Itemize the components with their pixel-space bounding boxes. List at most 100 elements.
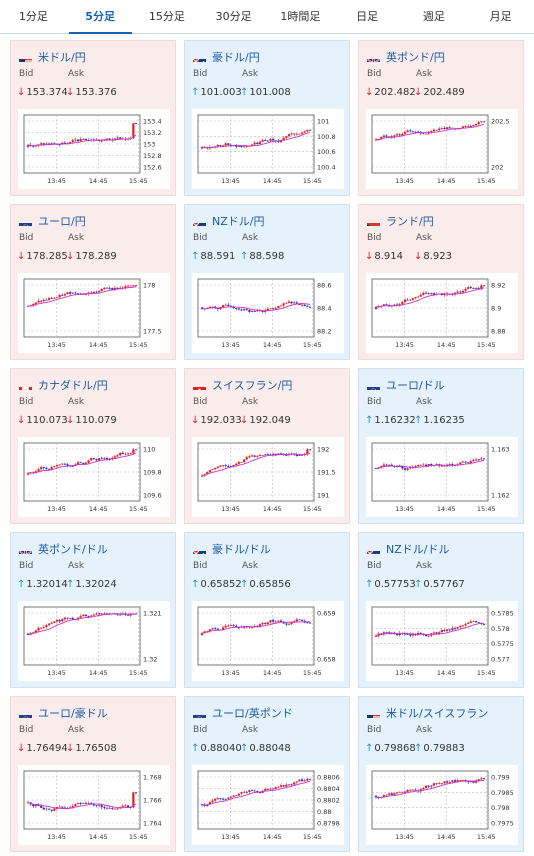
mini-candlestick-chart[interactable]: 1.163 1.162 13:45 14:45 15:45 — [366, 437, 518, 517]
bid-label: Bid — [193, 233, 208, 243]
card-header: ユーロ/豪ドル — [19, 705, 108, 721]
candle-body — [84, 462, 88, 465]
mini-candlestick-chart[interactable]: 1.321 1.32 13:45 14:45 15:45 — [18, 601, 170, 681]
currency-card[interactable]: 米ドル/円 Bid Ask ↓153.374 ↓153.376 153.4 153… — [10, 40, 176, 196]
arrow-down-icon: ↓ — [66, 743, 75, 754]
ask-value: ↑0.88048 — [240, 743, 291, 754]
currency-card[interactable]: ユーロ/円 Bid Ask ↓178.285 ↓178.289 178 177.5… — [10, 204, 176, 360]
candle-body — [443, 465, 446, 467]
currency-pair-name[interactable]: カナダドル/円 — [38, 379, 108, 392]
currency-pair-name[interactable]: ユーロ/円 — [38, 215, 86, 228]
candle-body — [34, 302, 38, 305]
currency-card[interactable]: 英ポンド/ドル Bid Ask ↑1.32014 ↑1.32024 1.321 1… — [10, 532, 176, 688]
tab-5[interactable]: 日足 — [356, 10, 379, 23]
mini-candlestick-chart[interactable]: 153.4 153.2 153 152.8 152.6 13:45 14:45 15:45 — [18, 109, 170, 189]
candle-body — [419, 632, 422, 634]
tab-6[interactable]: 週足 — [422, 10, 445, 23]
mini-candlestick-chart[interactable]: 192 191.5 191 13:45 14:45 15:45 — [192, 437, 344, 517]
currency-pair-name[interactable]: 英ポンド/円 — [386, 51, 445, 64]
candle-body — [427, 132, 430, 134]
mini-candlestick-chart[interactable]: 8.92 8.9 8.88 13:45 14:45 15:45 — [366, 273, 518, 353]
candle-body — [227, 797, 230, 799]
currency-card[interactable]: カナダドル/円 Bid Ask ↓110.073 ↓110.079 110 109… — [10, 368, 176, 524]
ask-label: Ask — [242, 725, 259, 735]
candle-body — [300, 304, 304, 306]
candle-body — [214, 467, 217, 470]
bid-value: ↑0.88040 — [191, 743, 242, 754]
tab-1[interactable]: 5分足 — [67, 0, 134, 34]
tab-2[interactable]: 15分足 — [148, 10, 185, 23]
tab-7[interactable]: 月足 — [489, 10, 512, 23]
arrow-down-icon: ↓ — [17, 87, 26, 98]
arrow-up-icon: ↑ — [365, 579, 374, 590]
currency-pair-name[interactable]: NZドル/ドル — [386, 543, 450, 556]
candle-body — [482, 458, 486, 460]
currency-pair-name[interactable]: 米ドル/スイスフラン — [386, 707, 489, 720]
currency-card[interactable]: 米ドル/スイスフラン Bid Ask ↑0.79868 ↑0.79883 0.7… — [358, 696, 524, 852]
candle-body — [459, 780, 462, 781]
currency-card[interactable]: NZドル/ドル Bid Ask ↑0.57753 ↑0.57767 0.5785… — [358, 532, 524, 688]
bid-value: ↓192.033 — [191, 415, 242, 426]
candle-body — [206, 472, 209, 475]
candle-body — [237, 627, 240, 629]
candle-body — [250, 627, 254, 628]
mini-candlestick-chart[interactable]: 1.768 1.766 1.764 13:45 14:45 15:45 — [18, 765, 170, 845]
candle-body — [240, 461, 243, 463]
candle-body — [472, 125, 475, 127]
candle-body — [37, 628, 40, 631]
currency-card[interactable]: NZドル/円 Bid Ask ↑88.591 ↑88.598 88.6 88.4 8… — [184, 204, 350, 360]
candle-body — [427, 635, 430, 637]
mini-candlestick-chart[interactable]: 0.5785 0.578 0.5775 0.577 13:45 14:45 15:45 — [366, 601, 518, 681]
candle-body — [266, 140, 269, 142]
currency-pair-name[interactable]: ユーロ/英ポンド — [212, 707, 293, 720]
mini-candlestick-chart[interactable]: 0.8806 0.8804 0.8802 0.88 0.8798 13:45 14:45 15… — [192, 765, 344, 845]
currency-pair-name[interactable]: NZドル/円 — [212, 215, 265, 228]
currency-pair-name[interactable]: 英ポンド/ドル — [38, 543, 108, 556]
candle-body — [126, 805, 130, 807]
tab-4[interactable]: 1時間足 — [280, 10, 321, 23]
currency-card[interactable]: ランド/円 Bid Ask ↓8.914 ↓8.923 8.92 8.9 8.88 1… — [358, 204, 524, 360]
currency-pair-name[interactable]: 豪ドル/ドル — [212, 543, 271, 556]
candle-body — [92, 803, 95, 806]
candle-body — [401, 302, 404, 305]
x-tick-label: 13:45 — [221, 177, 240, 185]
candle-body — [134, 285, 138, 287]
currency-pair-name[interactable]: ユーロ/ドル — [386, 379, 445, 392]
mini-candlestick-chart[interactable]: 110 109.8 109.6 13:45 14:45 15:45 — [18, 437, 170, 517]
currency-card[interactable]: 豪ドル/ドル Bid Ask ↑0.65852 ↑0.65856 0.659 0.… — [184, 532, 350, 688]
arrow-down-icon: ↓ — [365, 87, 374, 98]
mini-candlestick-chart[interactable]: 88.6 88.4 88.2 13:45 14:45 15:45 — [192, 273, 344, 353]
tab-3[interactable]: 30分足 — [215, 10, 252, 23]
candle-body — [116, 808, 119, 810]
currency-card[interactable]: ユーロ/英ポンド Bid Ask ↑0.88040 ↑0.88048 0.880… — [184, 696, 350, 852]
mini-candlestick-chart[interactable]: 178 177.5 13:45 14:45 15:45 — [18, 273, 170, 353]
currency-pair-name[interactable]: 米ドル/円 — [38, 51, 86, 64]
currency-pair-name[interactable]: ランド/円 — [386, 215, 434, 228]
chart-svg: 1.163 1.162 13:45 14:45 15:45 — [371, 442, 510, 513]
currency-card[interactable]: ユーロ/豪ドル Bid Ask ↓1.76494 ↓1.76508 1.768 1… — [10, 696, 176, 852]
mini-candlestick-chart[interactable]: 0.799 0.7985 0.798 0.7975 13:45 14:45 15:45 — [366, 765, 518, 845]
currency-pair-name[interactable]: 豪ドル/円 — [212, 51, 260, 64]
mini-candlestick-chart[interactable]: 202.5 202 13:45 14:45 15:45 — [366, 109, 518, 189]
candle-body — [464, 461, 467, 463]
currency-card[interactable]: スイスフラン/円 Bid Ask ↓192.033 ↓192.049 192 19… — [184, 368, 350, 524]
mini-candlestick-chart[interactable]: 0.659 0.658 13:45 14:45 15:45 — [192, 601, 344, 681]
currency-pair-name[interactable]: ユーロ/豪ドル — [38, 707, 108, 720]
currency-card[interactable]: ユーロ/ドル Bid Ask ↑1.16232 ↑1.16235 1.163 1.… — [358, 368, 524, 524]
eu-flag-icon — [193, 709, 206, 718]
currency-card[interactable]: 豪ドル/円 Bid Ask ↑101.003 ↑101.008 101 100.8… — [184, 40, 350, 196]
y-tick-label: 1.768 — [143, 774, 162, 782]
candle-body — [456, 291, 459, 293]
currency-card[interactable]: 英ポンド/円 Bid Ask ↓202.482 ↓202.489 202.5 20… — [358, 40, 524, 196]
candle-body — [103, 457, 106, 459]
candle-body — [79, 294, 82, 295]
candle-body — [37, 469, 40, 472]
candle-body — [414, 131, 417, 133]
candle-body — [240, 792, 243, 794]
chart-svg: 0.5785 0.578 0.5775 0.577 13:45 14:45 15:45 — [371, 606, 514, 677]
mini-candlestick-chart[interactable]: 101 100.8 100.6 100.4 13:45 14:45 15:45 — [192, 109, 344, 189]
candle-body — [398, 632, 401, 636]
currency-pair-name[interactable]: スイスフラン/円 — [212, 379, 293, 392]
candle-body — [469, 287, 472, 288]
tab-0[interactable]: 1分足 — [18, 10, 48, 23]
